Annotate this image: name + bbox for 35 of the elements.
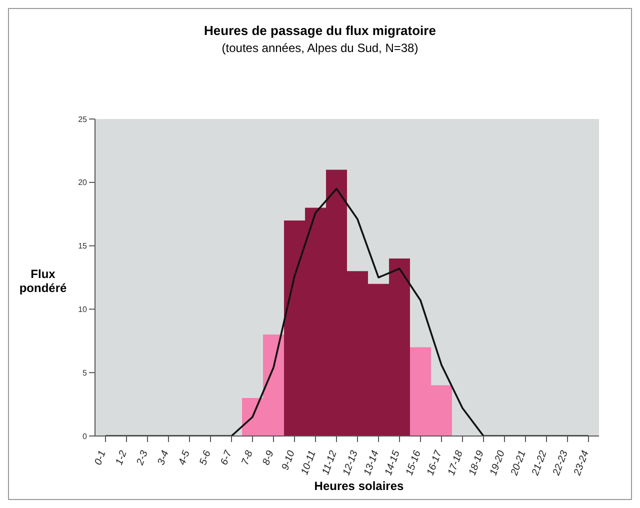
x-tick-label: 19-20 [488,448,508,478]
x-tick-label: 7-8 [240,448,256,467]
x-tick-label: 21-22 [530,448,550,478]
x-tick-label: 4-5 [177,448,192,467]
y-tick-label: 20 [78,178,88,188]
x-tick-label: 15-16 [404,448,424,478]
x-tick-label: 12-13 [341,448,360,478]
x-axis-title: Heures solaires [313,479,405,493]
x-tick-label: 1-2 [114,448,130,467]
y-tick-label: 5 [82,368,88,378]
x-tick-label: 8-9 [261,448,276,467]
y-tick-label: 25 [78,114,88,124]
y-tick-label: 0 [82,432,88,441]
y-tick-label: 15 [78,242,88,251]
x-tick-label: 17-18 [446,448,466,478]
line-series [104,188,590,436]
x-tick-label: 0-1 [93,449,108,467]
x-tick-label: 16-17 [425,448,444,478]
x-tick-label: 10-11 [299,449,318,476]
x-tick-label: 14-15 [383,448,402,478]
x-tick-label: 9-10 [280,448,298,472]
x-tick-label: 23-24 [572,448,592,478]
x-tick-label: 5-6 [198,448,214,467]
y-axis-title: Flux pondéré [18,267,68,295]
chart-subtitle: (toutes années, Alpes du Sud, N=38) [220,41,420,55]
x-tick-label: 20-21 [508,449,528,478]
x-tick-label: 18-19 [467,448,486,478]
x-tick-label: 13-14 [362,448,382,478]
x-tick-label: 3-4 [156,448,172,467]
chart-title: Heures de passage du flux migratoire [203,23,437,38]
x-tick-label: 2-3 [134,448,150,468]
x-tick-label: 22-23 [550,448,570,478]
y-tick-label: 10 [78,305,88,314]
x-tick-label: 11-12 [320,448,340,476]
x-tick-label: 6-7 [219,448,234,467]
